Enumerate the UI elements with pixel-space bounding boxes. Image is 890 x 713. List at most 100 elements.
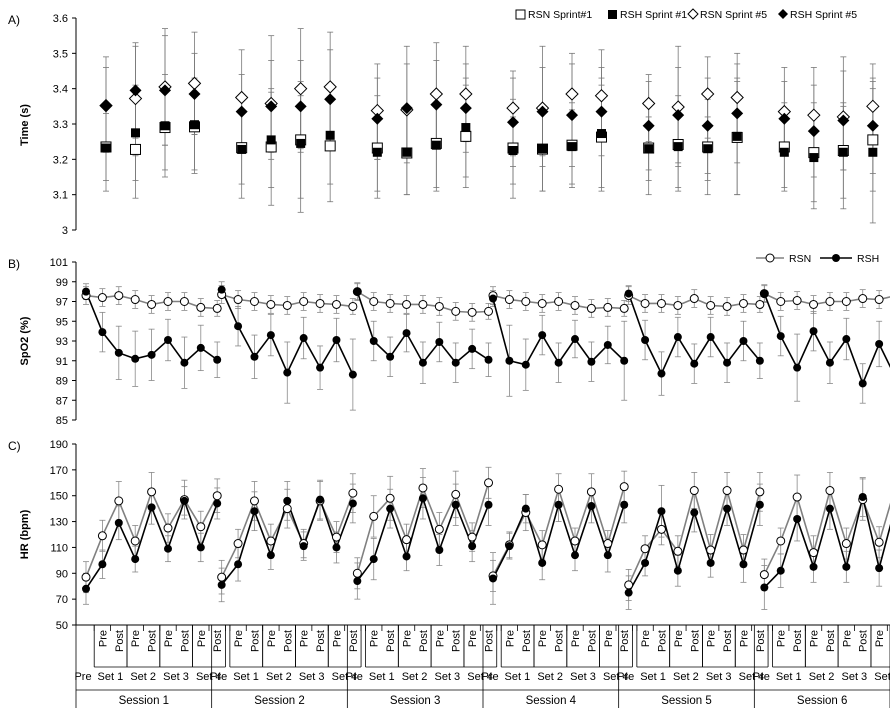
point-rsn-sprint5 [293, 81, 308, 96]
point-rsh [266, 551, 275, 560]
point-rsh-sprint1 [131, 128, 140, 138]
point-rsh [468, 542, 477, 551]
point-rsn [331, 299, 341, 309]
point-rsn [706, 545, 716, 555]
point-rsh-sprint1 [296, 138, 306, 148]
point-rsh [234, 322, 243, 331]
x-sub-label: Pre [266, 630, 278, 647]
point-rsh-sprint5 [595, 105, 608, 118]
point-rsh-sprint1 [508, 146, 518, 155]
y-tick-label: 190 [50, 439, 68, 451]
point-rsh [196, 543, 205, 552]
point-rsn [521, 297, 531, 306]
x-sub-label: Pre [331, 630, 343, 647]
point-rsh [266, 331, 275, 340]
point-rsn [722, 301, 732, 311]
x-sub-label: Post [348, 630, 360, 652]
y-tick-label: 3.2 [53, 154, 68, 166]
point-rsn [81, 572, 91, 582]
point-rsh-sprint1 [673, 142, 683, 152]
point-rsh-sprint5 [188, 87, 201, 100]
x-sub-label: Post [586, 630, 598, 652]
x-main-label: Set 4 [874, 671, 890, 683]
point-rsn-sprint5 [700, 87, 715, 101]
point-rsh [418, 494, 427, 503]
point-rsh-sprint1 [644, 144, 654, 154]
legend-marker [515, 9, 526, 20]
point-rsh-sprint5 [235, 105, 248, 118]
x-sub-label: Post [451, 630, 463, 652]
point-rsh [316, 495, 325, 504]
point-rsh [641, 558, 650, 567]
x-sub-label: Pre [467, 630, 479, 647]
point-rsh [657, 369, 666, 378]
point-rsn-sprint1 [867, 134, 879, 146]
x-sub-label: Pre [299, 630, 311, 647]
point-rsn [402, 535, 412, 545]
x-main-label: Set 3 [841, 671, 867, 683]
point-rsh [332, 543, 341, 552]
x-sub-label: Post [315, 630, 327, 652]
point-rsn [484, 306, 494, 316]
x-sub-label: Pre [874, 630, 886, 647]
point-rsh [418, 358, 427, 367]
point-rsh [760, 289, 769, 298]
x-sub-label: Post [418, 630, 430, 652]
point-rsh-sprint1 [372, 147, 382, 157]
legend-marker [778, 9, 788, 19]
point-rsh [505, 356, 514, 365]
point-rsn [114, 496, 124, 506]
x-main-label: Set 4 [196, 671, 222, 683]
point-rsh [114, 518, 123, 527]
point-rsh [739, 560, 748, 569]
x-sub-label: Post [858, 630, 870, 652]
x-sub-label: Pre [706, 630, 718, 647]
point-rsh-sprint1 [101, 143, 111, 153]
x-sub-label: Pre [163, 630, 175, 647]
x-sub-label: Post [249, 630, 261, 652]
point-rsh [521, 360, 530, 369]
point-rsn [554, 484, 564, 494]
point-rsn [858, 294, 868, 304]
point-rsh [624, 588, 633, 597]
x-sub-label: Pre [603, 630, 615, 647]
point-rsn [537, 540, 547, 550]
session-label: Session 2 [254, 695, 305, 707]
point-rsn [689, 294, 699, 304]
x-main-label: Pre [210, 671, 227, 683]
point-rsh [82, 287, 90, 296]
point-rsh-sprint1 [868, 147, 878, 157]
point-rsn [759, 570, 769, 580]
point-rsn [282, 300, 292, 310]
x-main-label: Set 3 [706, 671, 732, 683]
point-rsn [689, 486, 699, 496]
point-rsh-sprint5 [536, 105, 549, 118]
y-tick-label: 99 [56, 277, 68, 289]
panel-letter: C) [8, 439, 21, 453]
point-rsh [793, 363, 802, 372]
point-rsn [266, 299, 276, 309]
y-axis-label: SpO2 (%) [19, 316, 31, 365]
point-rsn-sprint5 [506, 101, 520, 115]
point-rsh [332, 336, 341, 345]
point-rsn [722, 486, 732, 496]
panel-letter: A) [8, 13, 20, 27]
point-rsh [620, 356, 629, 365]
point-rsn [97, 293, 107, 303]
point-rsh-sprint5 [100, 99, 112, 112]
x-sub-label: Post [792, 630, 804, 652]
point-rsn [418, 299, 428, 309]
x-sub-label: Post [385, 630, 397, 652]
point-rsn [114, 291, 124, 301]
legend-label: RSN Sprint #5 [700, 9, 767, 21]
point-rsh [164, 544, 172, 553]
point-rsn [570, 300, 580, 310]
legend-label: RSN Sprint#1 [528, 9, 592, 21]
point-rsh [842, 562, 851, 571]
point-rsn [249, 496, 259, 506]
point-rsn [130, 536, 140, 546]
point-rsh [571, 335, 579, 344]
point-rsn [451, 489, 461, 499]
point-rsn [825, 486, 835, 496]
point-rsh [538, 331, 547, 340]
